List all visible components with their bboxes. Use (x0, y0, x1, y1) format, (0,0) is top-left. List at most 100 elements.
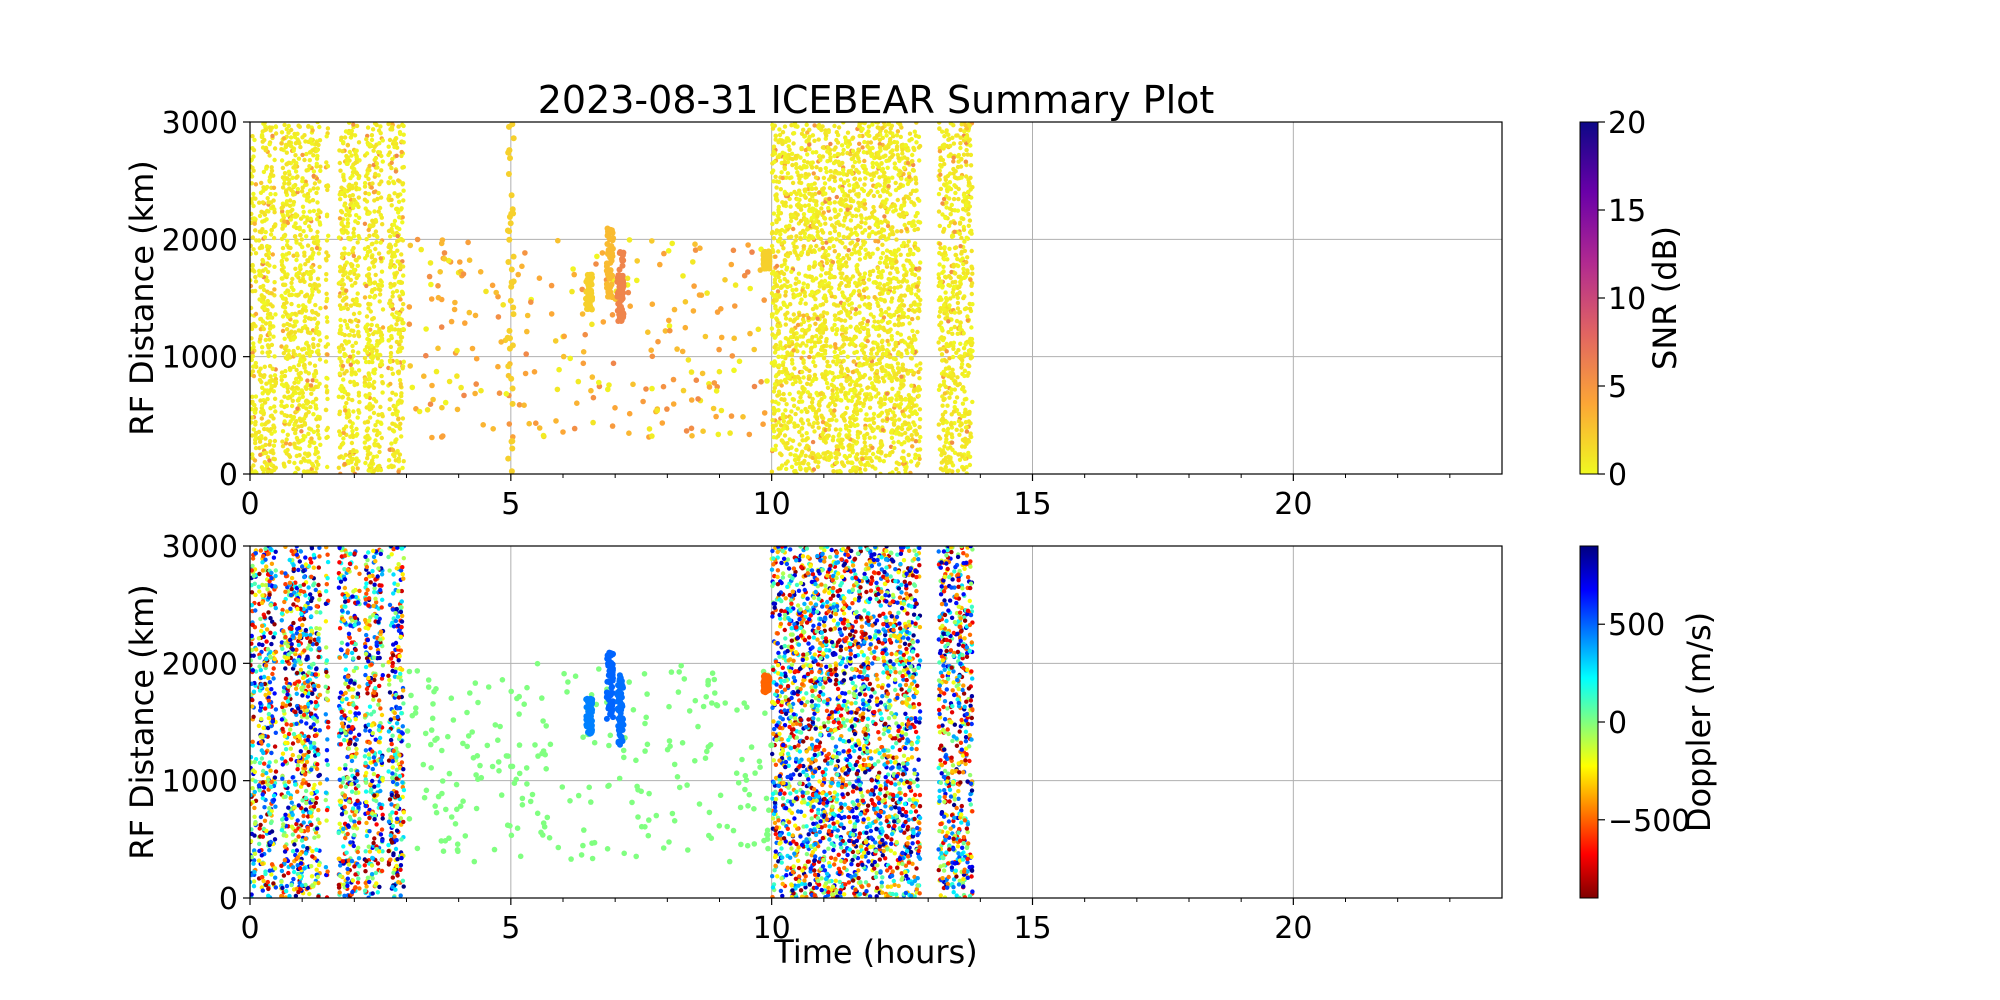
data-point (311, 186, 316, 191)
data-point (903, 467, 908, 473)
data-point (354, 258, 359, 263)
data-point (370, 349, 375, 355)
data-point (354, 299, 359, 304)
data-point (883, 218, 888, 223)
data-point (897, 417, 902, 422)
data-point (396, 192, 401, 198)
data-point (788, 204, 793, 209)
data-point (311, 173, 316, 179)
data-point (253, 436, 258, 441)
data-point (820, 154, 826, 159)
data-point (848, 324, 853, 329)
data-point (951, 159, 956, 164)
data-point (811, 359, 816, 365)
data-point (839, 143, 845, 148)
data-point (810, 424, 815, 429)
data-point (379, 153, 384, 159)
data-point (888, 271, 893, 276)
data-point (823, 451, 828, 456)
data-point (904, 226, 909, 232)
data-point (781, 246, 786, 251)
data-point (302, 193, 307, 198)
data-point (317, 416, 322, 421)
data-point (936, 275, 942, 281)
data-point (260, 350, 265, 355)
data-point (325, 376, 330, 381)
data-point (804, 436, 809, 442)
data-point (831, 244, 836, 249)
data-point (270, 204, 276, 209)
data-point (800, 228, 806, 234)
data-point (790, 438, 796, 443)
data-point (369, 137, 375, 143)
data-point (868, 254, 873, 260)
data-point (288, 292, 294, 298)
data-point (831, 160, 837, 166)
data-point (291, 415, 297, 420)
data-point (312, 316, 317, 321)
data-point (951, 264, 956, 269)
data-point (915, 246, 921, 252)
data-point (890, 175, 895, 180)
data-point (338, 197, 343, 202)
data-point (390, 229, 395, 235)
data-point (388, 354, 393, 359)
data-point (898, 332, 903, 337)
data-point (807, 147, 812, 152)
data-point (830, 388, 835, 393)
data-point (862, 158, 867, 164)
data-point (346, 251, 351, 257)
data-point (959, 428, 964, 433)
data-point (789, 464, 795, 470)
data-point (364, 137, 369, 142)
data-point (815, 214, 820, 219)
data-point (873, 238, 878, 244)
data-point (297, 352, 302, 358)
data-point (365, 426, 371, 431)
data-point (272, 438, 278, 444)
data-point (296, 371, 301, 377)
data-point (863, 221, 868, 226)
data-point (289, 188, 294, 193)
data-point (313, 282, 318, 287)
data-point (306, 330, 311, 335)
data-point (310, 128, 315, 133)
data-point (389, 333, 394, 339)
data-point (818, 391, 823, 396)
data-point (868, 312, 874, 317)
data-point (260, 385, 265, 390)
data-point (250, 452, 255, 457)
data-point (863, 247, 868, 252)
data-point (877, 260, 883, 265)
data-point (884, 146, 889, 151)
data-point (827, 418, 832, 423)
data-point (324, 134, 329, 139)
data-point (911, 145, 916, 151)
data-point (847, 447, 852, 452)
data-point (819, 206, 824, 211)
data-point (873, 340, 878, 345)
data-point (379, 283, 385, 288)
data-point (801, 281, 806, 286)
data-point (797, 442, 802, 447)
data-point (840, 240, 845, 246)
data-point (953, 190, 958, 196)
data-point (791, 131, 797, 136)
data-point (283, 368, 288, 374)
data-point (790, 361, 795, 366)
data-point (395, 239, 400, 244)
data-point (823, 221, 828, 226)
data-point (861, 188, 867, 194)
data-point (343, 271, 348, 276)
data-point (914, 363, 919, 368)
data-point (263, 229, 268, 235)
data-point (902, 200, 907, 205)
data-point (348, 236, 354, 241)
data-point (373, 367, 378, 372)
data-point (803, 331, 808, 336)
data-point (894, 140, 900, 145)
data-point (904, 436, 910, 441)
data-point (286, 288, 291, 294)
data-point (824, 380, 830, 386)
data-point (250, 394, 255, 399)
